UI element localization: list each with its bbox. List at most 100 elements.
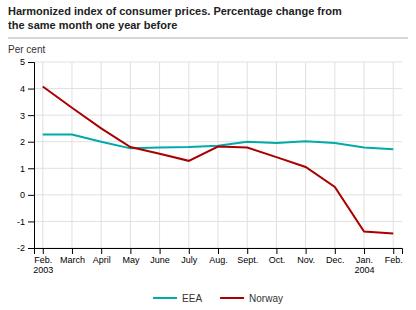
chart-svg: Harmonized index of consumer prices. Per… <box>0 0 416 310</box>
x-tick-label: Oct. <box>269 255 286 265</box>
y-tick: 3 <box>20 111 34 121</box>
legend: EEA Norway <box>153 293 283 304</box>
grid-line-x <box>334 62 335 248</box>
series-line <box>43 86 393 233</box>
x-tick: March <box>60 248 85 265</box>
chart-title: Harmonized index of consumer prices. Per… <box>8 5 342 31</box>
x-tick-mark <box>101 248 102 254</box>
grid-line-x <box>42 62 43 248</box>
y-tick: 5 <box>20 57 34 67</box>
x-tick-label-line: Dec. <box>326 255 345 265</box>
x-tick-label: Feb. <box>385 255 403 265</box>
x-tick-mark <box>130 248 131 254</box>
x-tick-label-line: Oct. <box>269 255 286 265</box>
y-tick: 1 <box>20 164 34 174</box>
x-tick: Feb. <box>385 248 403 265</box>
x-tick-mark <box>276 248 277 254</box>
y-tick: 0 <box>20 190 34 200</box>
y-tick-mark <box>28 248 34 249</box>
chart-title-line: Harmonized index of consumer prices. Per… <box>8 5 342 17</box>
chart-title-line: the same month one year before <box>8 19 177 31</box>
x-tick-label: May <box>122 255 140 265</box>
x-tick-mark <box>218 248 219 254</box>
grid-line-x <box>71 62 72 248</box>
x-tick-label: July <box>181 255 198 265</box>
x-tick-mark <box>364 248 365 254</box>
x-tick-label-line: June <box>150 255 170 265</box>
x-tick-label-line: July <box>181 255 198 265</box>
x-tick: July <box>181 248 198 265</box>
x-tick-label-line: Sept. <box>237 255 258 265</box>
grid-line-x <box>159 62 160 248</box>
x-tick-label-line: 2003 <box>33 265 53 275</box>
grid-line-x <box>393 62 394 248</box>
x-tick-label-line: Jan. <box>356 255 373 265</box>
plot-area: -2-1012345Feb.2003MarchAprilMayJuneJulyA… <box>17 57 403 275</box>
y-axis: -2-1012345 <box>17 57 35 253</box>
y-tick: 4 <box>20 84 34 94</box>
legend-label: Norway <box>249 293 283 304</box>
x-tick-label-line: Feb. <box>34 255 52 265</box>
x-tick-label: Jan.2004 <box>355 255 375 275</box>
y-tick-label: 3 <box>20 111 25 121</box>
x-tick-label-line: March <box>60 255 85 265</box>
y-tick-mark <box>28 221 34 222</box>
x-tick-label: June <box>150 255 170 265</box>
y-tick-label: -1 <box>17 217 25 227</box>
x-tick: Jan.2004 <box>355 248 375 275</box>
y-tick-mark <box>28 115 34 116</box>
x-tick-label-line: Feb. <box>385 255 403 265</box>
x-tick-label-line: April <box>93 255 111 265</box>
x-tick-label: Sept. <box>237 255 258 265</box>
title-separator <box>8 38 408 39</box>
x-tick: Nov. <box>297 248 315 265</box>
y-tick-label: 2 <box>20 137 25 147</box>
grid-line-x <box>188 62 189 248</box>
y-tick-label: 5 <box>20 57 25 67</box>
grid-line-x <box>276 62 277 248</box>
y-axis-label: Per cent <box>8 44 45 55</box>
x-tick-label: April <box>93 255 111 265</box>
x-tick-mark <box>189 248 190 254</box>
x-tick: Feb.2003 <box>33 248 53 275</box>
grid-line-x <box>364 62 365 248</box>
y-tick-mark <box>28 142 34 143</box>
y-tick-label: 1 <box>20 164 25 174</box>
x-tick-mark <box>335 248 336 254</box>
x-tick: Dec. <box>326 248 345 265</box>
grid-line-x <box>247 62 248 248</box>
y-tick: -1 <box>17 217 34 227</box>
x-tick: April <box>93 248 111 265</box>
x-tick-label-line: Aug. <box>209 255 228 265</box>
y-tick-label: 0 <box>20 190 25 200</box>
y-tick-label: 4 <box>20 84 25 94</box>
x-axis: Feb.2003MarchAprilMayJuneJulyAug.Sept.Oc… <box>33 248 402 275</box>
grid-line-x <box>305 62 306 248</box>
grid <box>34 62 402 248</box>
x-tick-mark <box>247 248 248 254</box>
x-tick-label: Nov. <box>297 255 315 265</box>
x-tick-label: March <box>60 255 85 265</box>
y-tick: 2 <box>20 137 34 147</box>
series-group <box>43 86 393 233</box>
x-tick-label: Feb.2003 <box>33 255 53 275</box>
x-tick: May <box>122 248 140 265</box>
x-tick: Sept. <box>237 248 258 265</box>
legend-item: EEA <box>153 293 202 304</box>
x-tick-mark <box>160 248 161 254</box>
legend-swatch <box>153 297 177 299</box>
grid-line-x <box>101 62 102 248</box>
x-tick-label: Aug. <box>209 255 228 265</box>
x-tick-mark <box>43 248 44 254</box>
x-tick-label: Dec. <box>326 255 345 265</box>
x-tick-label-line: Nov. <box>297 255 315 265</box>
y-tick-mark <box>28 168 34 169</box>
x-tick: Oct. <box>269 248 286 265</box>
x-tick: June <box>150 248 170 265</box>
x-tick: Aug. <box>209 248 228 265</box>
x-tick-mark <box>72 248 73 254</box>
chart-container: Harmonized index of consumer prices. Per… <box>0 0 416 310</box>
y-tick-mark <box>28 62 34 63</box>
x-tick-mark <box>306 248 307 254</box>
grid-line-x <box>218 62 219 248</box>
